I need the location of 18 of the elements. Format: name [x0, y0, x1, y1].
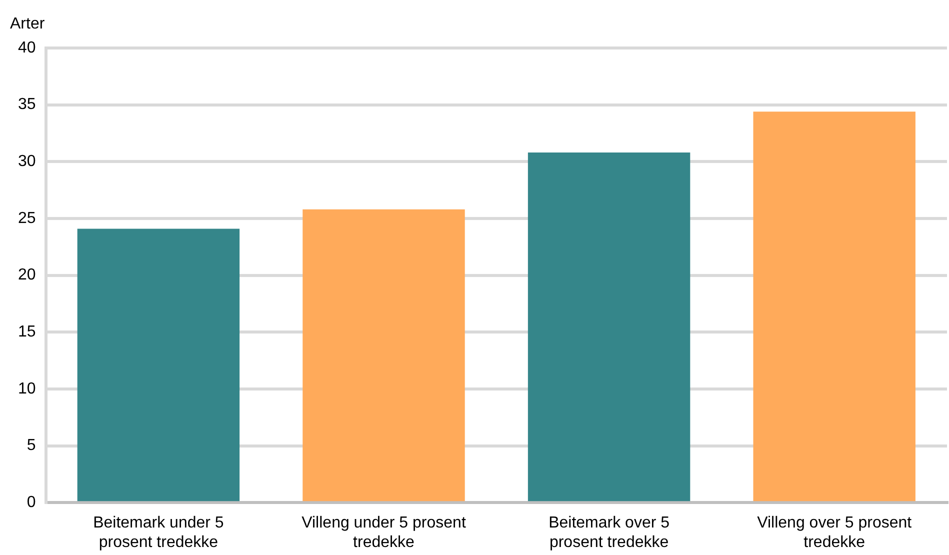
y-axis-title: Arter — [10, 15, 46, 32]
x-tick-label: Villeng under 5 prosent tredekke — [302, 514, 466, 551]
y-tick-label: 35 — [18, 96, 36, 114]
y-tick-label: 40 — [18, 39, 36, 56]
x-tick-label: Villeng over 5 prosent tredekke — [757, 514, 912, 551]
x-tick-label: Beitemark under 5 prosent tredekke — [93, 514, 224, 551]
x-tick-label: Beitemark over 5 prosent tredekke — [548, 514, 670, 551]
y-tick-label: 30 — [18, 153, 36, 170]
y-tick-label: 25 — [18, 210, 36, 227]
y-tick-label: 15 — [18, 324, 36, 341]
bar — [77, 228, 240, 502]
y-tick-label: 5 — [26, 437, 36, 454]
bar — [753, 112, 916, 502]
bar — [528, 152, 690, 502]
y-tick-label: 10 — [18, 380, 36, 398]
y-tick-label: 0 — [26, 494, 36, 512]
bar — [302, 209, 465, 502]
y-tick-label: 20 — [18, 266, 36, 284]
